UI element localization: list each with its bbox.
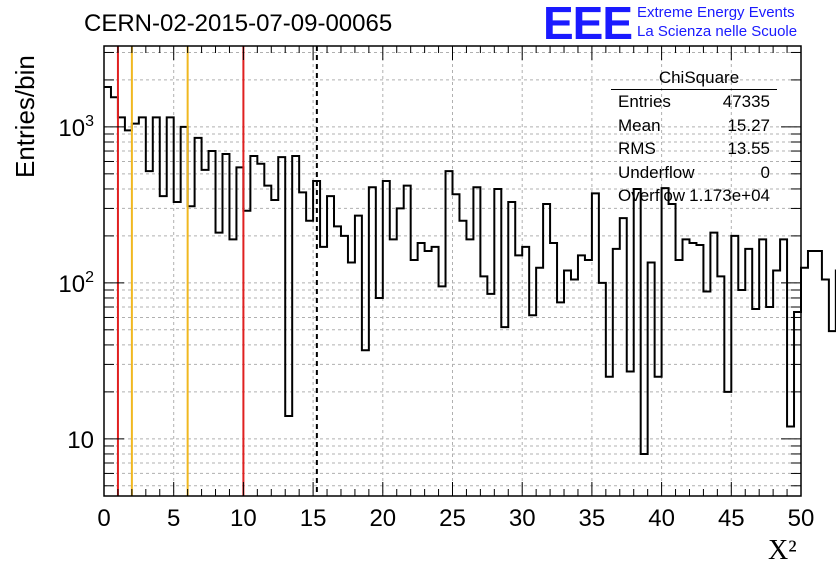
histogram-line bbox=[104, 86, 836, 455]
histogram-series bbox=[104, 86, 836, 455]
stats-row: Underflow 0 bbox=[611, 161, 777, 185]
stats-row: Mean 15.27 bbox=[611, 114, 777, 138]
stats-row: RMS 13.55 bbox=[611, 137, 777, 161]
logo-caption: Extreme Energy Events La Scienza nelle S… bbox=[637, 3, 797, 41]
x-tick-label: 20 bbox=[369, 505, 396, 532]
stats-value: 0 bbox=[760, 162, 770, 182]
x-tick-label: 5 bbox=[167, 505, 180, 532]
x-tick-label: 30 bbox=[509, 505, 536, 532]
chart-title: CERN-02-2015-07-09-00065 bbox=[84, 10, 393, 37]
eee-logo: EEE bbox=[543, 0, 633, 49]
x-tick-label: 10 bbox=[230, 505, 257, 532]
stats-value: 15.27 bbox=[727, 115, 770, 135]
stats-row: Overflow 1.173e+04 bbox=[611, 184, 777, 208]
x-tick-label: 40 bbox=[648, 505, 675, 532]
reference-lines bbox=[116, 46, 318, 496]
y-tick-label: 103 bbox=[58, 113, 94, 142]
y-axis-label: Entries/bin bbox=[10, 55, 40, 178]
stats-label: Entries bbox=[618, 92, 671, 111]
x-tick-label: 25 bbox=[439, 505, 466, 532]
x-tick-label: 0 bbox=[97, 505, 110, 532]
stats-row: Entries 47335 bbox=[611, 90, 777, 114]
stats-title: ChiSquare bbox=[611, 67, 777, 90]
y-tick-label: 102 bbox=[58, 269, 94, 298]
x-tick-label: 45 bbox=[718, 505, 745, 532]
x-axis-label: X² bbox=[768, 535, 797, 566]
axes bbox=[103, 45, 802, 497]
y-tick-label: 10 bbox=[67, 427, 94, 454]
stats-label: Underflow bbox=[618, 162, 695, 182]
stats-value: 13.55 bbox=[727, 139, 770, 158]
x-tick-label: 35 bbox=[579, 505, 606, 532]
stats-label: Mean bbox=[618, 115, 661, 135]
logo-line2: La Scienza nelle Scuole bbox=[637, 23, 798, 40]
x-tick-label: 15 bbox=[300, 505, 327, 532]
stats-value: 1.173e+04 bbox=[689, 186, 770, 205]
stats-label: Overflow bbox=[618, 186, 686, 205]
x-tick-label: 50 bbox=[788, 505, 815, 532]
stats-box: ChiSquare Entries 47335 Mean 15.27 RMS 13.5… bbox=[611, 67, 777, 208]
tick-labels: 0 5 10 15 20 25 30 35 40 45 50 10 102 103 bbox=[58, 113, 814, 532]
logo-line1: Extreme Energy Events bbox=[637, 4, 795, 21]
stats-value: 47335 bbox=[722, 92, 770, 111]
grid-lines bbox=[104, 46, 801, 496]
stats-label: RMS bbox=[618, 139, 656, 158]
